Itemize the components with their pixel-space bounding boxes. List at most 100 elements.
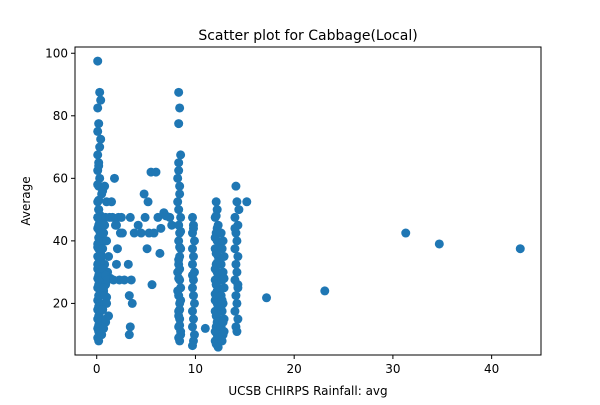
data-point [232, 236, 242, 246]
data-point [217, 295, 227, 305]
data-point [200, 323, 210, 333]
data-point [143, 197, 153, 207]
data-point [434, 239, 444, 249]
data-point [173, 286, 183, 296]
x-tick-label: 0 [93, 362, 101, 376]
y-tick-label: 100 [45, 46, 68, 60]
y-axis-label: Average [19, 176, 33, 225]
data-point [93, 126, 103, 136]
data-point [174, 119, 184, 129]
data-point [232, 267, 242, 277]
data-point [216, 259, 226, 269]
data-point [96, 252, 106, 261]
data-point [125, 212, 135, 222]
data-point [189, 298, 199, 308]
data-point [231, 259, 241, 269]
data-point [167, 220, 177, 230]
data-point [100, 181, 110, 191]
data-point [97, 330, 107, 340]
data-point [174, 166, 184, 176]
data-point [110, 220, 120, 230]
data-point [174, 255, 184, 265]
data-point [231, 291, 241, 301]
y-tick-label: 20 [53, 296, 68, 310]
data-point [96, 95, 106, 105]
data-point [174, 205, 184, 215]
data-point [127, 298, 137, 308]
data-point [230, 212, 240, 222]
data-point [211, 197, 221, 207]
data-point [155, 248, 165, 258]
data-point [188, 291, 198, 301]
data-point [124, 291, 134, 301]
data-point [219, 273, 229, 283]
data-point [100, 220, 110, 230]
data-point [174, 311, 184, 321]
data-point [230, 223, 240, 233]
data-point [175, 103, 185, 113]
data-point [111, 259, 121, 269]
y-tick-label: 40 [53, 234, 68, 248]
data-point [93, 150, 103, 160]
data-point [176, 226, 186, 236]
data-point [187, 283, 197, 293]
data-point [218, 236, 228, 246]
data-point [176, 212, 186, 222]
data-point [189, 236, 199, 246]
data-point [173, 197, 183, 207]
data-point [187, 341, 197, 351]
data-point [100, 291, 110, 301]
data-point [93, 180, 103, 190]
data-point [242, 197, 252, 207]
data-point [151, 167, 161, 177]
data-point [176, 150, 186, 160]
data-point [401, 228, 411, 238]
data-point [233, 280, 243, 290]
data-point [175, 242, 185, 252]
data-point [211, 211, 221, 221]
data-point [95, 87, 105, 97]
data-point [101, 314, 111, 324]
data-point [187, 322, 197, 332]
data-point [187, 270, 197, 280]
data-point [99, 283, 109, 293]
data-point [231, 181, 241, 191]
points-layer [93, 56, 525, 352]
data-point [142, 244, 152, 254]
data-point [174, 87, 184, 97]
plot-frame [74, 46, 542, 356]
data-point [140, 212, 150, 222]
data-point [93, 56, 103, 66]
data-point [188, 314, 198, 324]
data-point [133, 220, 143, 230]
data-point [174, 333, 184, 343]
x-ticks: 0 10 20 30 40 [93, 355, 499, 376]
data-point [219, 252, 229, 261]
x-tick-label: 40 [484, 362, 499, 376]
data-point [129, 228, 139, 238]
data-point [176, 295, 186, 305]
data-point [94, 161, 104, 171]
chart-title: Scatter plot for Cabbage(Local) [198, 28, 417, 44]
data-point [93, 212, 103, 222]
data-point [232, 327, 242, 337]
y-ticks: 20 40 60 80 100 [45, 46, 75, 310]
data-point [98, 244, 108, 254]
data-point [165, 212, 175, 222]
data-point [515, 244, 525, 254]
y-tick-label: 60 [53, 171, 68, 185]
data-point [175, 189, 185, 199]
data-point [124, 330, 134, 340]
data-point [230, 306, 240, 316]
x-axis-label: UCSB CHIRPS Rainfall: avg [228, 384, 387, 398]
data-point [112, 244, 122, 254]
data-point [98, 305, 108, 315]
data-point [187, 244, 197, 254]
data-point [173, 173, 183, 183]
data-point [218, 317, 228, 327]
data-point [320, 286, 330, 296]
data-point [233, 252, 243, 261]
data-point [232, 298, 242, 308]
data-point [94, 195, 104, 205]
